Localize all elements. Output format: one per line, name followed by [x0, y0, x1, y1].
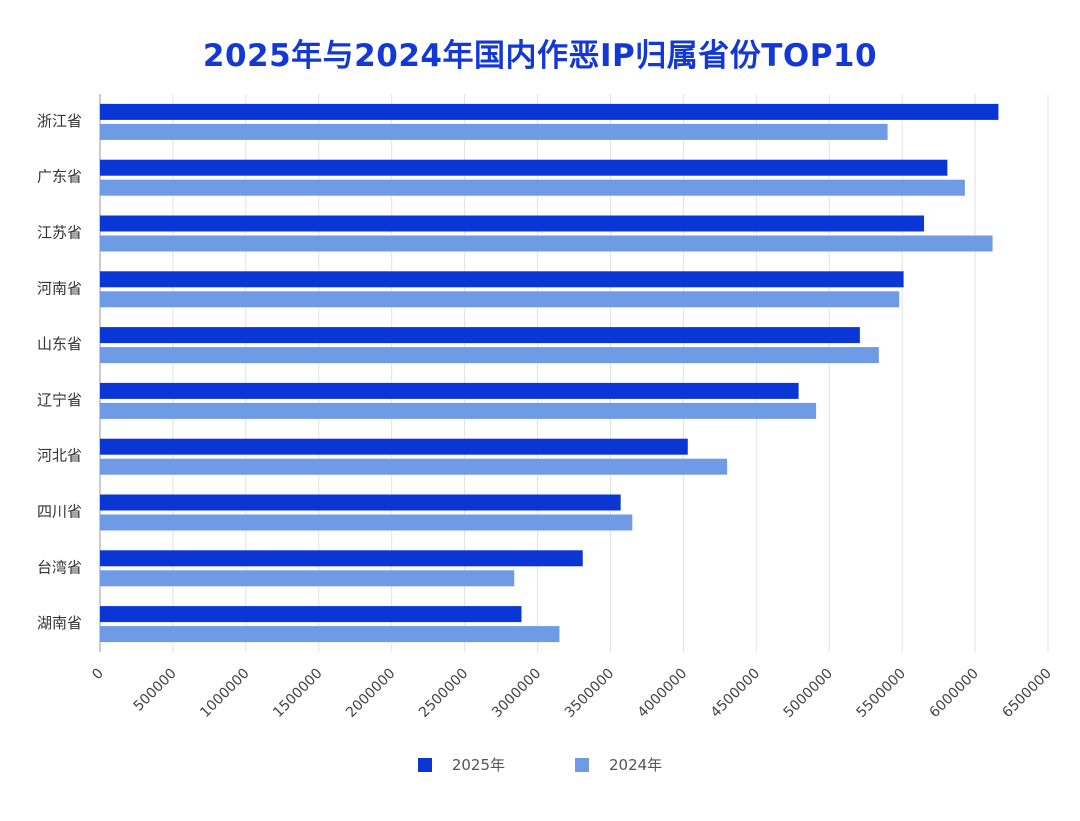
bar-2025-2[interactable] [100, 215, 925, 232]
y-category-label-4: 山东省 [37, 335, 82, 353]
x-tick-label-12: 6000000 [926, 666, 981, 721]
x-tick-label-4: 2000000 [343, 666, 398, 721]
x-tick-label-10: 5000000 [781, 666, 836, 721]
legend-item-2025[interactable]: 2025年 [417, 754, 505, 775]
grid-layer [99, 94, 1049, 652]
bar-2025-8[interactable] [100, 550, 583, 567]
bar-2024-0[interactable] [100, 123, 888, 140]
bar-2025-0[interactable] [100, 103, 999, 120]
y-category-label-2: 江苏省 [37, 224, 82, 242]
bar-2024-6[interactable] [100, 458, 728, 475]
legend-label-2024: 2024年 [609, 756, 663, 774]
legend-swatch-2025 [417, 757, 432, 772]
x-tick-label-8: 4000000 [635, 666, 690, 721]
legend-label-2025: 2025年 [451, 756, 505, 774]
x-tick-label-6: 3000000 [489, 666, 544, 721]
bar-2024-3[interactable] [100, 291, 900, 308]
y-category-label-8: 台湾省 [37, 558, 82, 576]
x-tick-label-5: 2500000 [416, 666, 471, 721]
legend-swatch-2024 [575, 757, 589, 772]
x-tick-label-1: 500000 [131, 666, 180, 715]
bar-2025-4[interactable] [100, 327, 860, 344]
bar-2025-9[interactable] [100, 606, 522, 623]
y-category-label-1: 广东省 [37, 168, 82, 186]
bar-2024-1[interactable] [100, 179, 965, 196]
chart-title: 2025年与2024年国内作恶IP归属省份TOP10 [202, 38, 878, 74]
y-category-label-9: 湖南省 [37, 614, 82, 632]
bar-layer [100, 103, 999, 643]
y-category-label-0: 浙江省 [37, 112, 82, 130]
legend: 2025年 2024年 [0, 754, 1080, 775]
x-tick-label-2: 1000000 [197, 666, 252, 721]
bar-2025-6[interactable] [100, 438, 688, 455]
legend-item-2024[interactable]: 2024年 [575, 754, 662, 775]
bar-2025-5[interactable] [100, 382, 799, 399]
x-tick-label-0: 0 [89, 666, 107, 684]
x-tick-label-3: 1500000 [270, 666, 325, 721]
x-tick-label-7: 3500000 [562, 666, 617, 721]
bar-2024-8[interactable] [100, 570, 515, 587]
bar-2024-2[interactable] [100, 235, 993, 252]
bar-2025-7[interactable] [100, 494, 621, 511]
bar-2025-1[interactable] [100, 159, 948, 176]
y-category-label-7: 四川省 [37, 503, 82, 521]
y-category-label-5: 辽宁省 [37, 391, 82, 409]
bar-2024-9[interactable] [100, 626, 560, 643]
x-tick-label-11: 5500000 [854, 666, 909, 721]
y-category-label-6: 河北省 [37, 447, 82, 465]
bar-2024-4[interactable] [100, 347, 879, 364]
bar-2024-7[interactable] [100, 514, 633, 531]
x-tick-label-13: 6500000 [999, 666, 1054, 721]
bar-2024-5[interactable] [100, 402, 817, 419]
y-category-label-3: 河南省 [37, 279, 82, 297]
x-tick-label-9: 4500000 [708, 666, 763, 721]
bar-2025-3[interactable] [100, 271, 904, 288]
